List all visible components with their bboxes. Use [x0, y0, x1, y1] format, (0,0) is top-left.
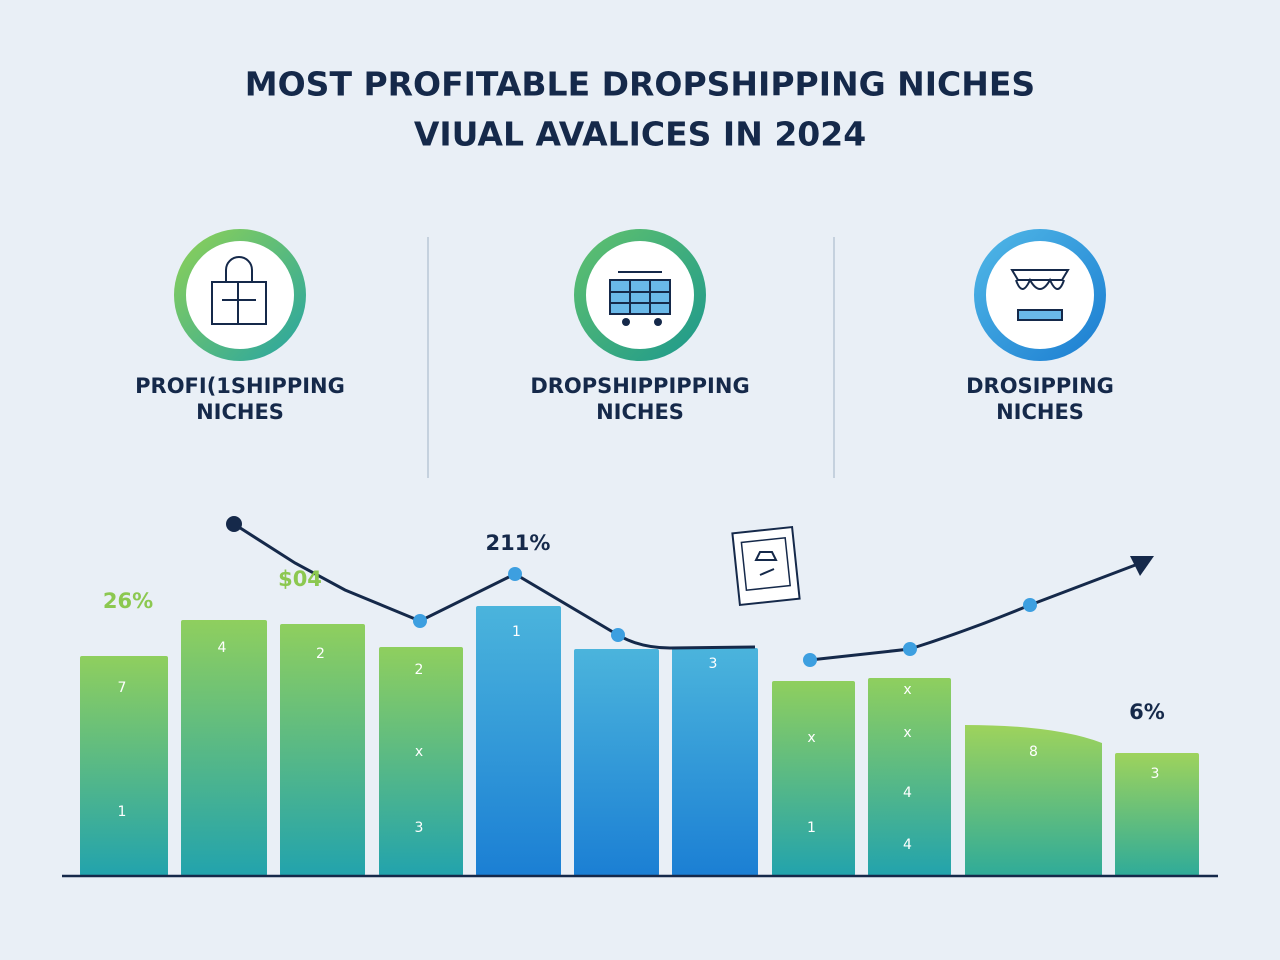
feature-icon: [974, 229, 1106, 361]
trend-dot: [803, 653, 817, 667]
trend-dot: [1023, 598, 1037, 612]
bar-label: 3: [1151, 766, 1160, 782]
bar: [379, 647, 463, 876]
trend-dot: [611, 628, 625, 642]
trend-dot: [226, 516, 242, 532]
bar-label: 4: [903, 785, 912, 801]
bar: [772, 681, 855, 876]
bar: [280, 624, 365, 876]
bar-label: x: [415, 744, 423, 760]
bar-label: 7: [118, 680, 127, 696]
bar-label: 3: [415, 820, 424, 836]
arrow-head: [1130, 556, 1154, 576]
trend-dot: [903, 642, 917, 656]
bar-label: 2: [415, 662, 424, 678]
trend-line: [233, 522, 756, 650]
receipt-icon: [731, 525, 801, 607]
trend-dot: [413, 614, 427, 628]
callout: 6%: [1129, 700, 1165, 724]
bar: [965, 725, 1102, 876]
feature-label: NICHES: [196, 400, 284, 424]
feature-label: NICHES: [996, 400, 1084, 424]
bar-label: 4: [903, 837, 912, 853]
feature-label: DROSIPPING: [966, 374, 1114, 398]
title-line: MOST PROFITABLE DROPSHIPPING NICHES: [245, 65, 1035, 104]
bar-label: 8: [1029, 744, 1038, 760]
bar-label: 4: [218, 640, 227, 656]
bar: [1115, 753, 1199, 876]
bar: [80, 656, 168, 876]
bar-label: x: [903, 682, 911, 698]
bar-label: 2: [316, 646, 325, 662]
feature-icon: [174, 229, 306, 361]
feature-label: NICHES: [596, 400, 684, 424]
bar-label: 1: [118, 804, 127, 820]
bar: [672, 648, 758, 876]
title-line: VIUAL AVALICES IN 2024: [414, 115, 866, 154]
trend-line: [809, 562, 1139, 662]
callout: 26%: [103, 589, 153, 613]
callout: $04: [278, 567, 322, 591]
bar-label: 1: [512, 624, 521, 640]
feature-label: DROPSHIPPIPPING: [530, 374, 749, 398]
bar: [476, 606, 561, 876]
bar-label: x: [807, 730, 815, 746]
trend-dot: [508, 567, 522, 581]
feature-label: PROFI(1SHIPPING: [135, 374, 345, 398]
bar-label: 1: [807, 820, 816, 836]
bar: [868, 678, 951, 876]
callout: 211%: [486, 531, 551, 555]
feature-icon: [574, 229, 706, 361]
bar: [181, 620, 267, 876]
bar: [574, 649, 659, 876]
bar-label: x: [903, 725, 911, 741]
bar-label: 3: [709, 656, 718, 672]
